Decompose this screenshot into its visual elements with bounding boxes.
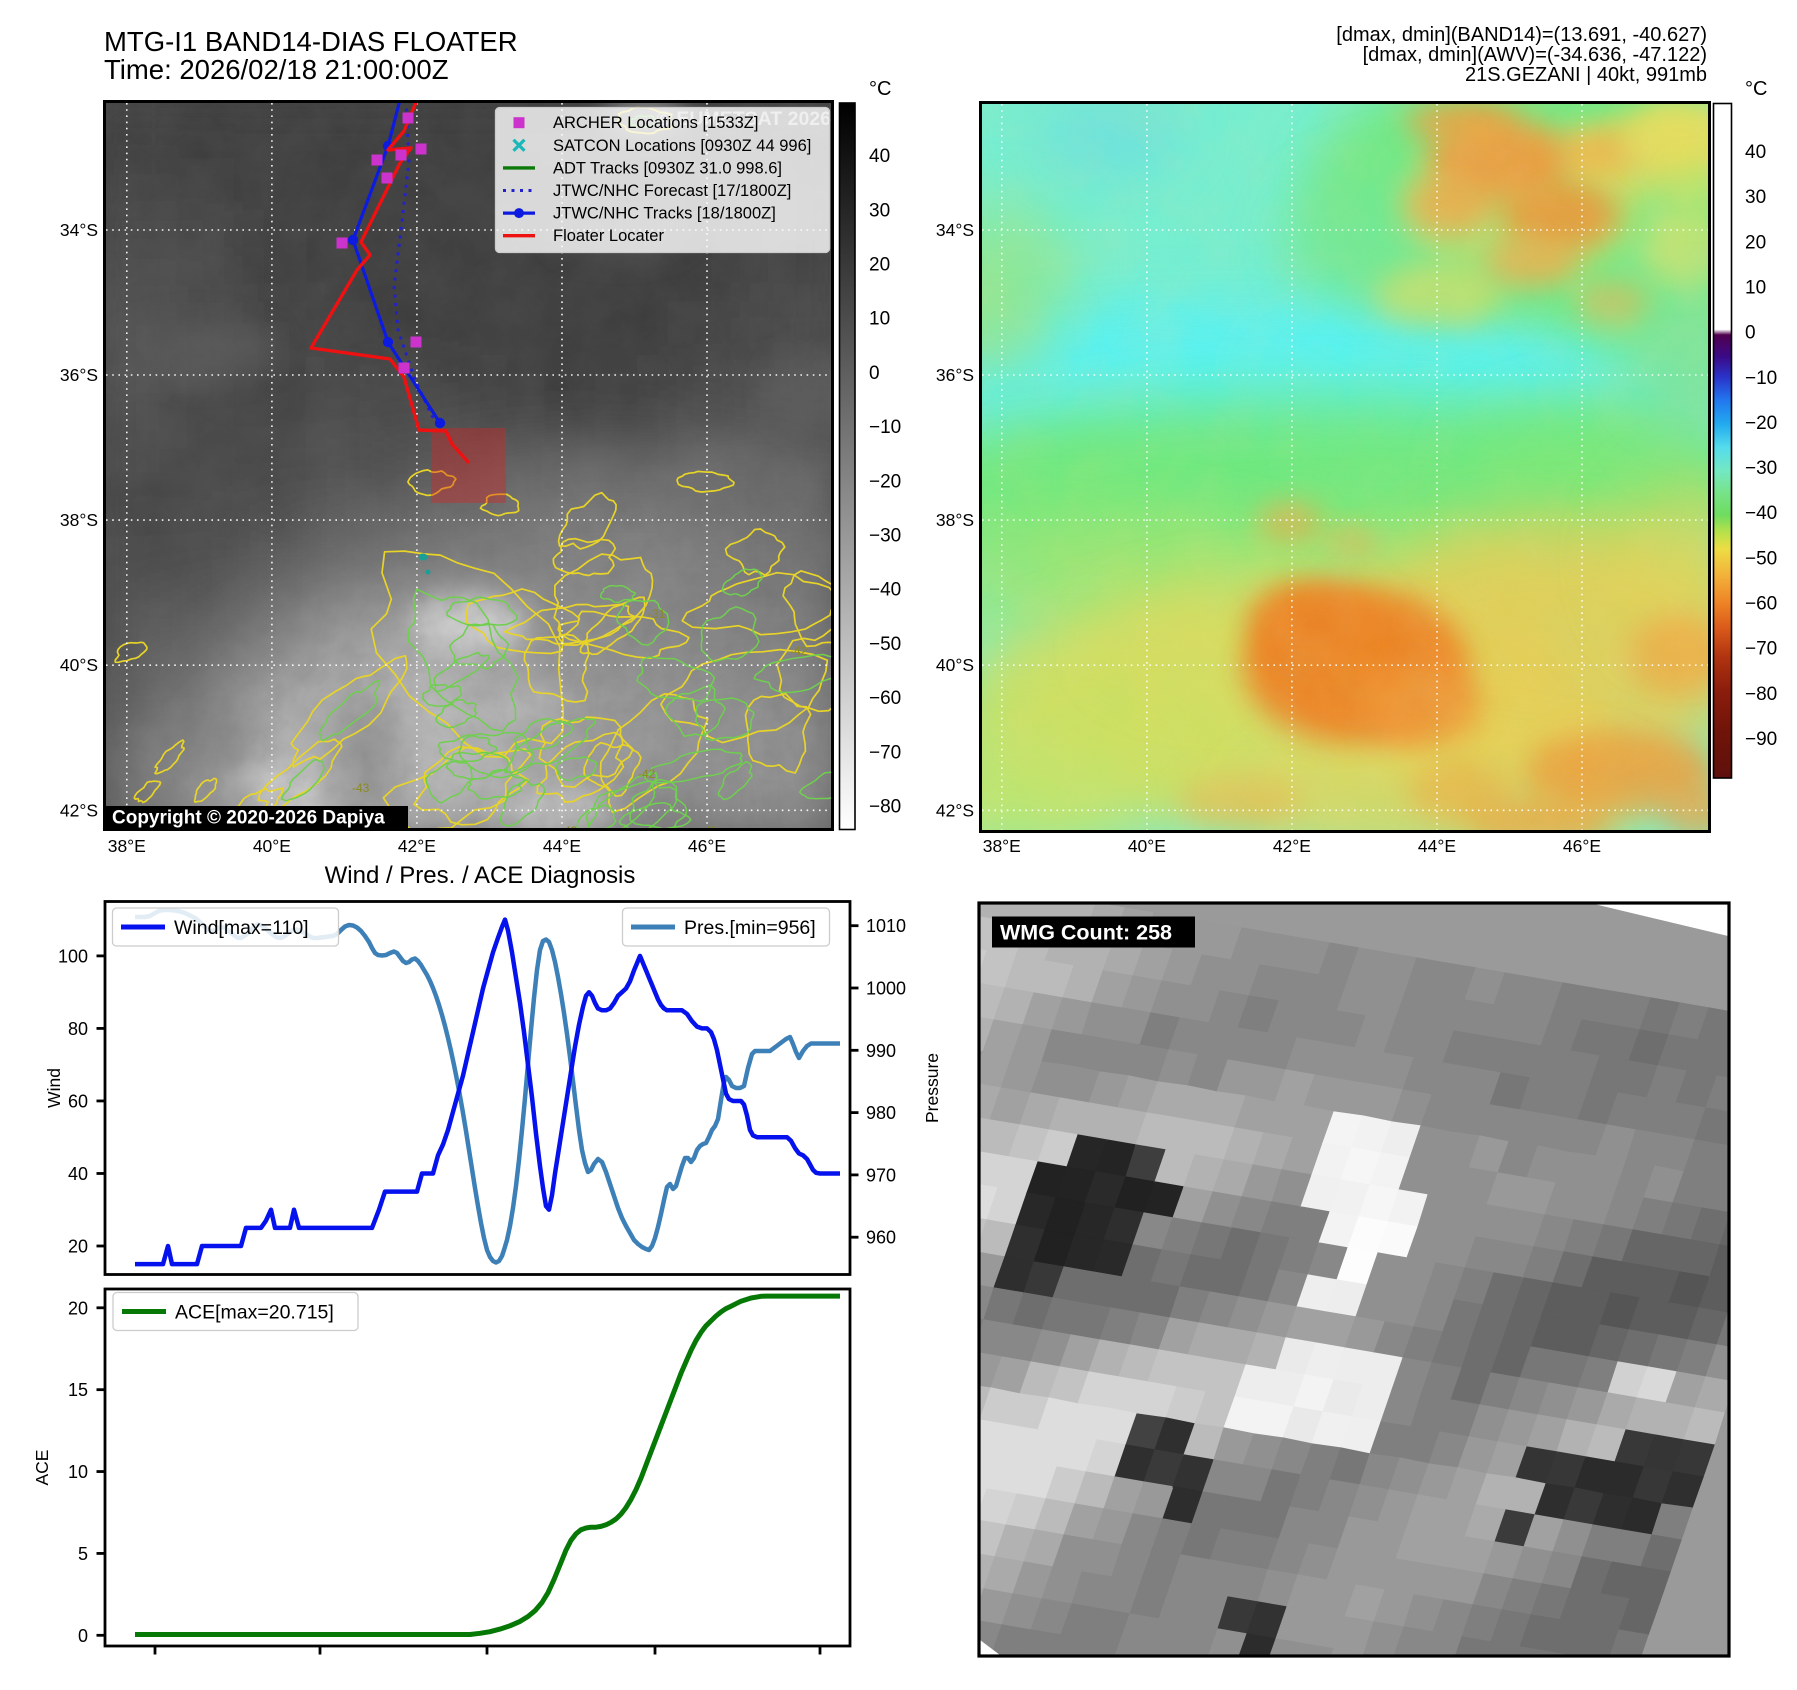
svg-text:960: 960 [866, 1228, 896, 1248]
svg-text:60: 60 [68, 1091, 88, 1111]
svg-text:20: 20 [68, 1237, 88, 1257]
svg-text:970: 970 [866, 1165, 896, 1185]
svg-text:44°E: 44°E [543, 836, 581, 856]
svg-text:ACE[max=20.715]: ACE[max=20.715] [175, 1302, 334, 1324]
svg-text:-42: -42 [790, 644, 808, 658]
svg-text:40°S: 40°S [936, 655, 974, 675]
svg-text:40°E: 40°E [253, 836, 291, 856]
svg-text:46°E: 46°E [688, 836, 726, 856]
svg-text:JTWC/NHC Forecast [17/1800Z]: JTWC/NHC Forecast [17/1800Z] [553, 182, 791, 200]
svg-text:-42: -42 [638, 767, 656, 781]
svg-text:15: 15 [68, 1380, 88, 1400]
svg-text:−50: −50 [1745, 548, 1777, 569]
svg-text:42°E: 42°E [398, 836, 436, 856]
svg-text:−60: −60 [869, 688, 901, 709]
svg-text:34°S: 34°S [936, 220, 974, 240]
svg-text:100: 100 [58, 946, 88, 966]
svg-text:10: 10 [1745, 277, 1766, 298]
svg-text:0: 0 [1745, 323, 1756, 344]
svg-text:10: 10 [68, 1462, 88, 1482]
svg-text:30: 30 [869, 200, 890, 221]
svg-text:ADT Tracks [0930Z 31.0 998.6]: ADT Tracks [0930Z 31.0 998.6] [553, 159, 782, 177]
svg-text:5: 5 [78, 1544, 88, 1564]
svg-text:Copyright © 2020-2026 Dapiya: Copyright © 2020-2026 Dapiya [112, 808, 385, 829]
svg-text:Pressure: Pressure [922, 1053, 942, 1123]
svg-text:−70: −70 [1745, 639, 1777, 660]
svg-text:MTG-I1 BAND14-DIAS FLOATER: MTG-I1 BAND14-DIAS FLOATER [104, 26, 518, 57]
svg-text:40: 40 [1745, 142, 1766, 163]
svg-text:38°S: 38°S [936, 510, 974, 530]
svg-text:JTWC/NHC Tracks [18/1800Z]: JTWC/NHC Tracks [18/1800Z] [553, 205, 776, 223]
svg-text:SATCON Locations [0930Z 44 996: SATCON Locations [0930Z 44 996] [553, 137, 811, 155]
svg-text:−70: −70 [869, 742, 901, 763]
svg-text:20: 20 [68, 1298, 88, 1318]
svg-text:34°S: 34°S [60, 220, 98, 240]
svg-text:Wind: Wind [44, 1068, 64, 1108]
svg-text:−80: −80 [869, 797, 901, 818]
svg-text:−40: −40 [869, 580, 901, 601]
svg-text:46°E: 46°E [1563, 836, 1601, 856]
svg-text:°C: °C [1745, 78, 1767, 100]
svg-text:Floater Locater: Floater Locater [553, 227, 664, 245]
svg-text:0: 0 [869, 363, 880, 384]
svg-text:36°S: 36°S [936, 365, 974, 385]
svg-text:-31: -31 [648, 607, 666, 621]
svg-text:44°E: 44°E [1418, 836, 1456, 856]
svg-text:40: 40 [869, 146, 890, 167]
svg-text:30: 30 [1745, 187, 1766, 208]
svg-text:-43: -43 [560, 824, 578, 838]
svg-text:21S.GEZANI | 40kt, 991mb: 21S.GEZANI | 40kt, 991mb [1465, 64, 1707, 86]
svg-text:990: 990 [866, 1041, 896, 1061]
svg-text:980: 980 [866, 1103, 896, 1123]
svg-text:42°S: 42°S [936, 800, 974, 820]
svg-text:38°S: 38°S [60, 510, 98, 530]
svg-text:[dmax, dmin](BAND14)=(13.691,: [dmax, dmin](BAND14)=(13.691, -40.627) [1336, 24, 1707, 46]
svg-text:−20: −20 [1745, 413, 1777, 434]
svg-text:38°E: 38°E [983, 836, 1021, 856]
svg-text:−10: −10 [869, 417, 901, 438]
svg-text:Pres.[min=956]: Pres.[min=956] [684, 917, 816, 939]
svg-text:38°E: 38°E [108, 836, 146, 856]
svg-text:0: 0 [78, 1626, 88, 1646]
svg-text:−50: −50 [869, 634, 901, 655]
svg-text:−20: −20 [869, 471, 901, 492]
svg-text:−10: −10 [1745, 368, 1777, 389]
svg-text:Time: 2026/02/18 21:00:00Z: Time: 2026/02/18 21:00:00Z [104, 54, 449, 85]
svg-text:42°S: 42°S [60, 800, 98, 820]
svg-text:ARCHER Locations [1533Z]: ARCHER Locations [1533Z] [553, 114, 758, 132]
svg-text:36°S: 36°S [60, 365, 98, 385]
svg-text:1000: 1000 [866, 979, 906, 999]
svg-text:−90: −90 [1745, 729, 1777, 750]
svg-text:-43: -43 [352, 781, 370, 795]
svg-text:ACE: ACE [32, 1450, 52, 1486]
svg-text:−40: −40 [1745, 503, 1777, 524]
svg-text:40°S: 40°S [60, 655, 98, 675]
svg-text:-43: -43 [700, 824, 718, 838]
svg-text:−30: −30 [1745, 458, 1777, 479]
svg-text:10: 10 [869, 309, 890, 330]
svg-text:Wind[max=110]: Wind[max=110] [174, 917, 309, 939]
svg-text:−80: −80 [1745, 684, 1777, 705]
svg-text:42°E: 42°E [1273, 836, 1311, 856]
svg-text:1010: 1010 [866, 916, 906, 936]
svg-text:20: 20 [869, 255, 890, 276]
svg-text:WMG Count: 258: WMG Count: 258 [1000, 921, 1172, 945]
svg-text:−30: −30 [869, 526, 901, 547]
svg-text:80: 80 [68, 1019, 88, 1039]
svg-text:40°E: 40°E [1128, 836, 1166, 856]
svg-text:Wind / Pres. / ACE Diagnosis: Wind / Pres. / ACE Diagnosis [325, 862, 636, 889]
svg-text:−60: −60 [1745, 594, 1777, 615]
svg-text:[dmax, dmin](AWV)=(-34.636, -4: [dmax, dmin](AWV)=(-34.636, -47.122) [1363, 44, 1707, 66]
svg-text:20: 20 [1745, 232, 1766, 253]
svg-text:°C: °C [869, 78, 891, 100]
svg-text:40: 40 [68, 1164, 88, 1184]
